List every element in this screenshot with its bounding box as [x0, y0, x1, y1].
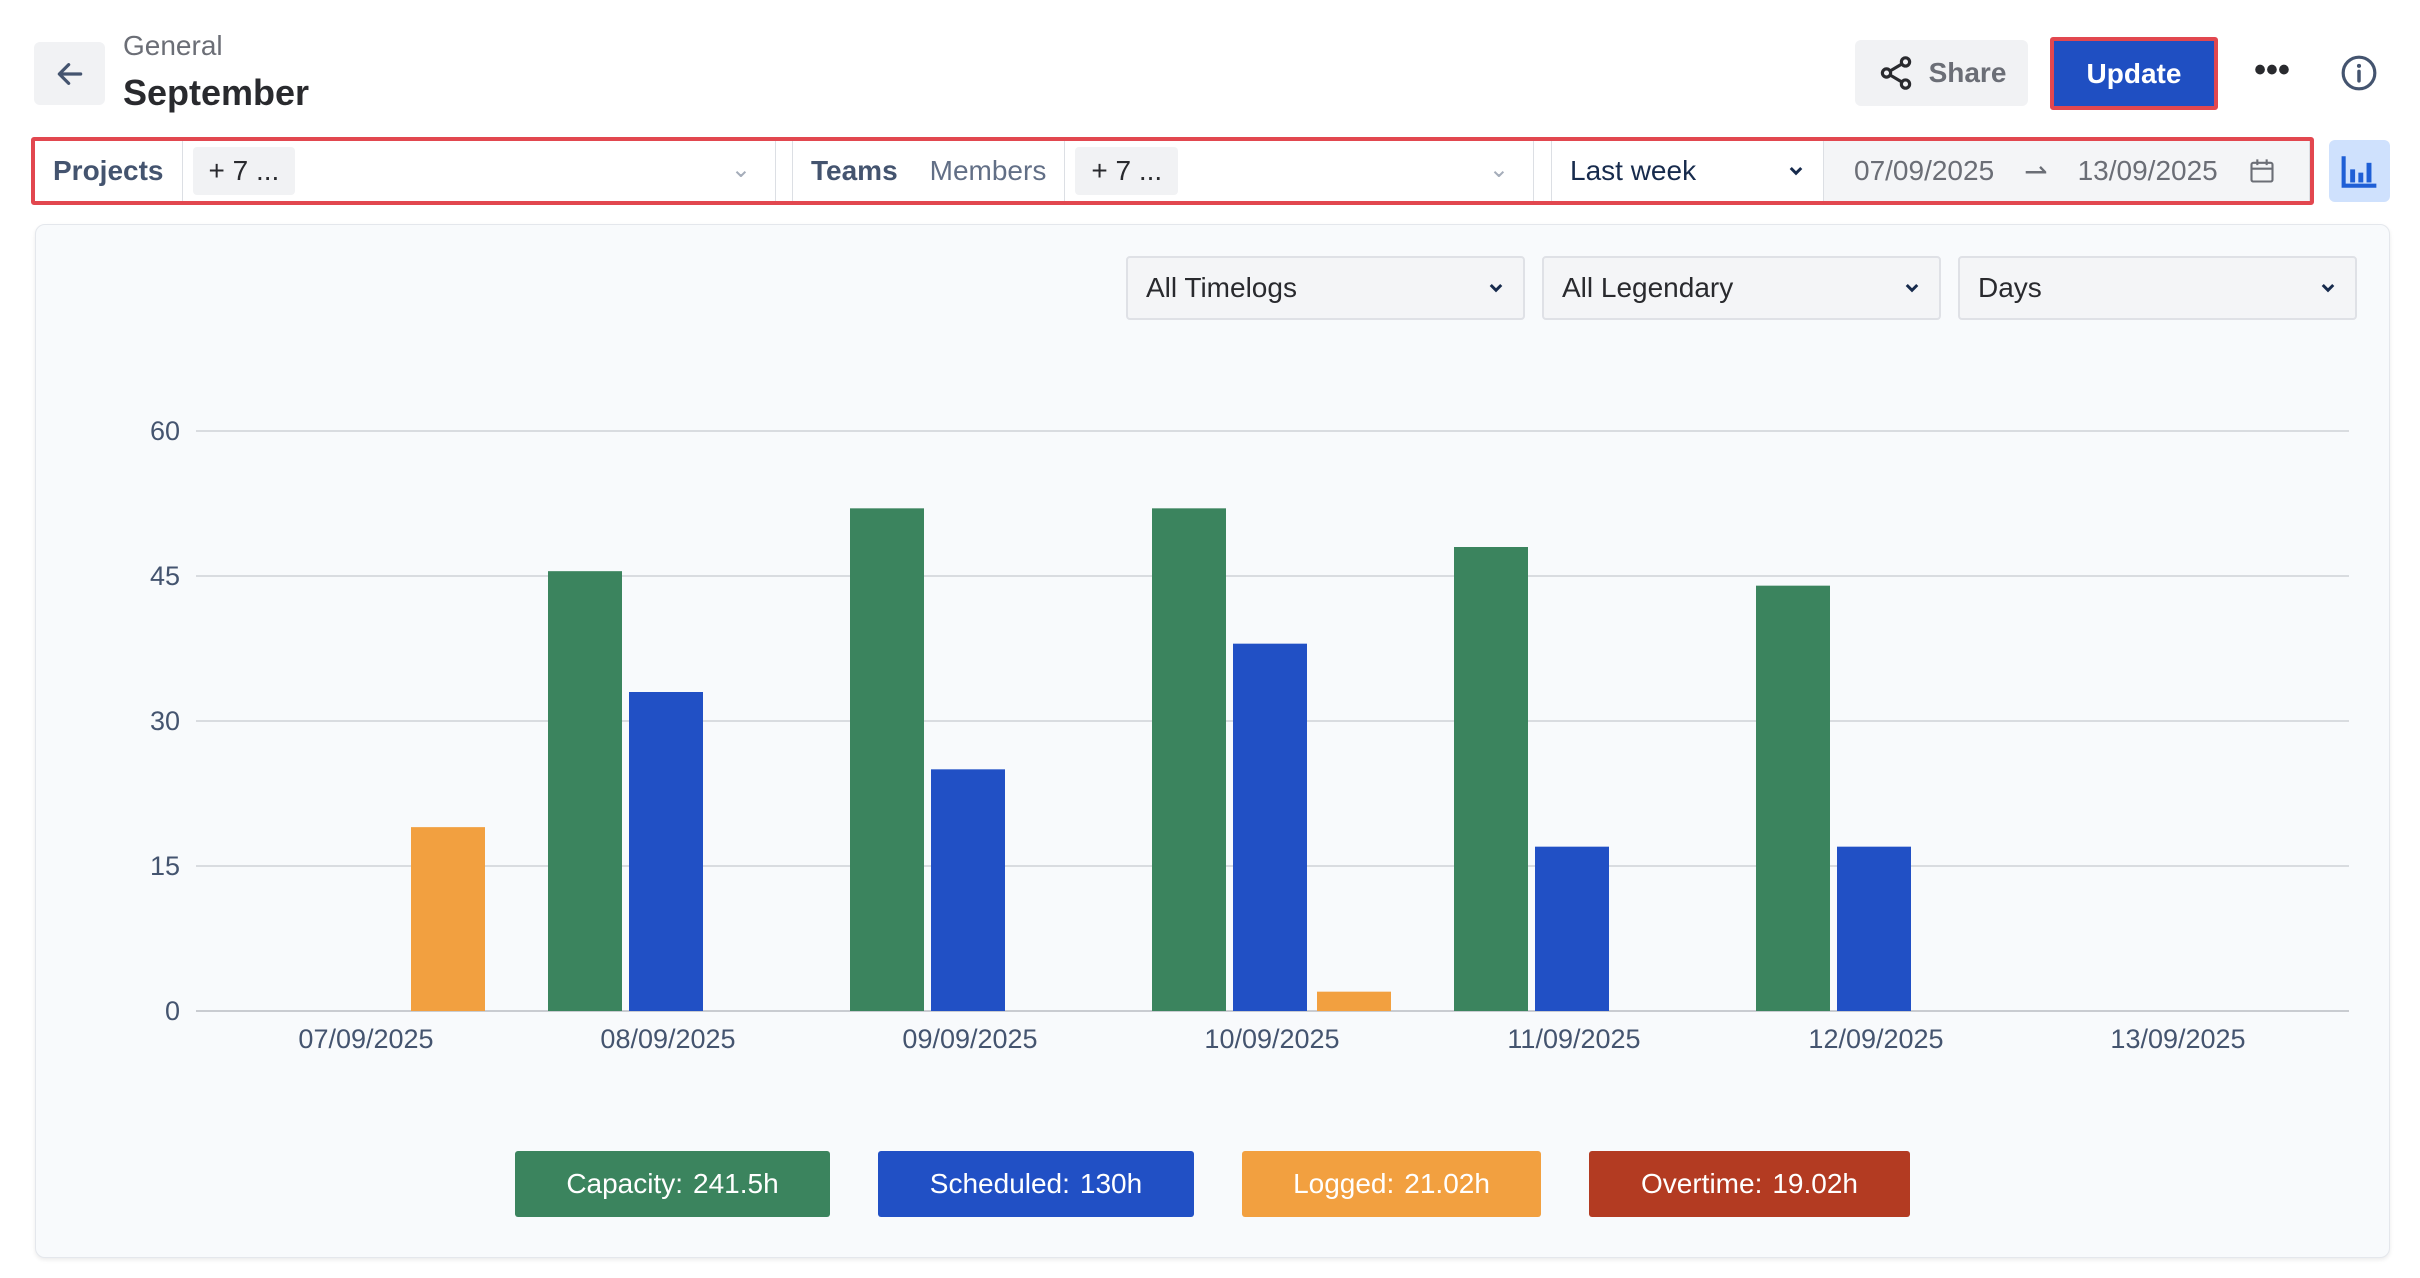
bar-capacity[interactable] — [1454, 547, 1528, 1011]
projects-chip[interactable]: + 7 ... — [192, 147, 296, 195]
period-value: Last week — [1570, 155, 1697, 186]
x-tick-label: 07/09/2025 — [298, 1024, 433, 1054]
bar-logged[interactable] — [411, 827, 485, 1011]
chevron-down-icon — [1489, 283, 1503, 293]
legend-overtime[interactable]: Overtime: 19.02h — [1589, 1151, 1910, 1217]
legend-value: 241.5h — [693, 1168, 779, 1199]
bar-logged[interactable] — [1317, 991, 1391, 1011]
legend-value: 19.02h — [1772, 1168, 1858, 1199]
y-tick-label: 45 — [150, 561, 180, 591]
x-tick-label: 08/09/2025 — [600, 1024, 735, 1054]
date-from[interactable]: 07/09/2025 — [1854, 155, 1995, 186]
x-tick-label: 13/09/2025 — [2110, 1024, 2245, 1054]
legend-value: 21.02h — [1404, 1168, 1490, 1199]
update-button[interactable]: Update — [2050, 37, 2218, 110]
members-label[interactable]: Members — [912, 141, 1066, 201]
timelogs-dropdown[interactable]: All Timelogs — [1126, 256, 1525, 320]
arrow-right-icon: ⇀ — [2024, 155, 2048, 187]
calendar-icon — [2250, 159, 2274, 183]
period-select[interactable]: Last week — [1552, 141, 1824, 201]
projects-label: Projects — [35, 141, 183, 201]
teams-filter[interactable]: Teams Members + 7 ... ⌄ — [793, 141, 1534, 201]
chevron-down-icon — [1905, 283, 1919, 293]
legend-label: Overtime: — [1641, 1168, 1763, 1199]
back-button[interactable] — [34, 42, 105, 105]
chevron-down-icon[interactable]: ⌄ — [1488, 156, 1509, 183]
bar-capacity[interactable] — [548, 571, 622, 1011]
legendary-dropdown[interactable]: All Legendary — [1542, 256, 1941, 320]
bar-scheduled[interactable] — [1233, 643, 1307, 1011]
share-label: Share — [1928, 57, 2007, 88]
bar-capacity[interactable] — [1756, 585, 1830, 1011]
teams-chip[interactable]: + 7 ... — [1075, 147, 1179, 195]
info-icon[interactable] — [2340, 54, 2378, 92]
legend-scheduled[interactable]: Scheduled: 130h — [878, 1151, 1194, 1217]
x-tick-label: 12/09/2025 — [1808, 1024, 1943, 1054]
legend-capacity[interactable]: Capacity: 241.5h — [515, 1151, 830, 1217]
share-button[interactable]: Share — [1855, 40, 2028, 106]
y-tick-label: 30 — [150, 706, 180, 736]
x-tick-label: 11/09/2025 — [1507, 1024, 1640, 1054]
legend-label: Scheduled: — [929, 1168, 1070, 1199]
timelogs-value: All Timelogs — [1146, 272, 1297, 303]
legendary-value: All Legendary — [1562, 272, 1734, 303]
chevron-down-icon[interactable]: ⌄ — [730, 156, 751, 183]
date-range-picker[interactable]: 07/09/2025 ⇀ 13/09/2025 — [1824, 141, 2310, 201]
legend-value: 130h — [1079, 1168, 1143, 1199]
legend-label: Capacity: — [566, 1168, 684, 1199]
arrow-left-icon — [57, 62, 82, 85]
x-tick-label: 09/09/2025 — [902, 1024, 1037, 1054]
granularity-value: Days — [1978, 272, 2042, 303]
chart-view-button[interactable] — [2329, 140, 2390, 202]
granularity-dropdown[interactable]: Days — [1958, 256, 2357, 320]
y-tick-label: 0 — [165, 996, 180, 1026]
legend-label: Logged: — [1293, 1168, 1395, 1199]
bar-scheduled[interactable] — [1535, 846, 1609, 1011]
bar-capacity[interactable] — [1152, 508, 1226, 1011]
chevron-down-icon — [1789, 166, 1803, 176]
share-icon — [1880, 56, 1911, 90]
x-tick-label: 10/09/2025 — [1204, 1024, 1339, 1054]
bar-capacity[interactable] — [850, 508, 924, 1011]
legend-logged[interactable]: Logged: 21.02h — [1242, 1151, 1541, 1217]
projects-filter[interactable]: Projects + 7 ... ⌄ — [35, 141, 776, 201]
y-tick-label: 60 — [150, 416, 180, 446]
filter-bar: Projects + 7 ... ⌄ Teams Members + 7 ...… — [31, 137, 2314, 205]
page-title: September — [123, 72, 310, 113]
chevron-down-icon — [2321, 283, 2335, 293]
teams-label[interactable]: Teams — [811, 155, 898, 186]
bar-scheduled[interactable] — [629, 692, 703, 1011]
breadcrumb[interactable]: General — [123, 30, 223, 61]
more-options-icon[interactable]: ••• — [2254, 51, 2290, 89]
date-to[interactable]: 13/09/2025 — [2077, 155, 2218, 186]
y-tick-label: 15 — [150, 851, 180, 881]
bar-scheduled[interactable] — [931, 769, 1005, 1011]
bar-chart-icon — [2341, 156, 2376, 188]
bar-scheduled[interactable] — [1837, 846, 1911, 1011]
